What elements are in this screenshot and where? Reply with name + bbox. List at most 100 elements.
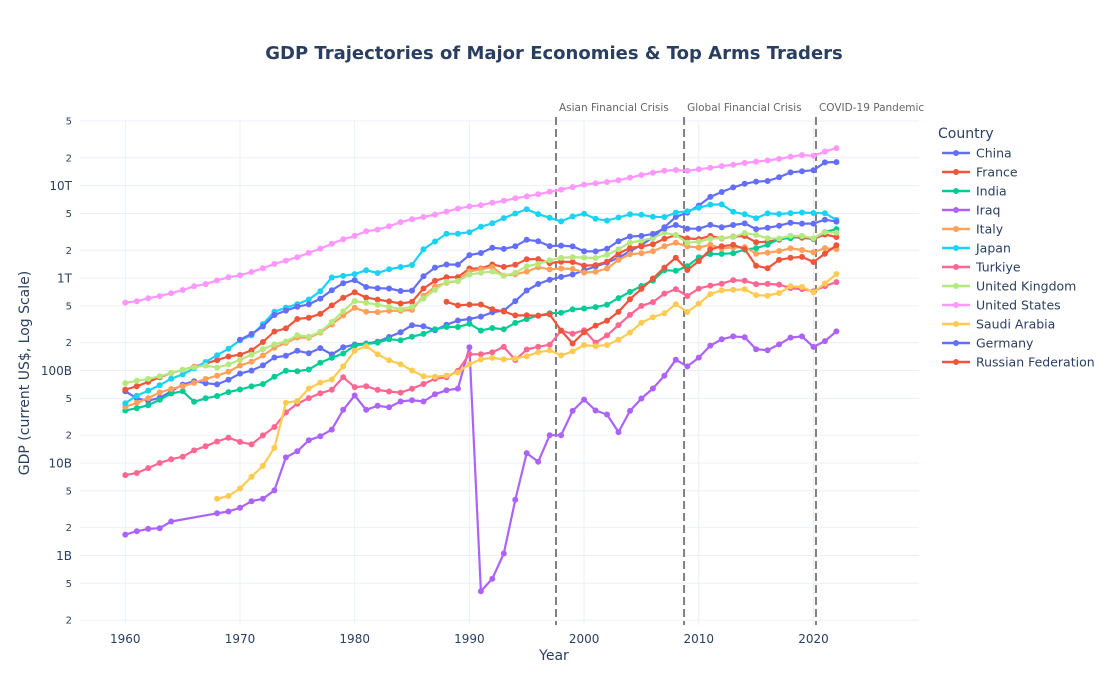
legend-item[interactable]: United Kingdom — [942, 279, 1076, 294]
legend-marker-swatch — [953, 188, 959, 194]
data-point — [638, 395, 645, 402]
data-point — [237, 356, 243, 363]
data-point — [294, 303, 301, 310]
data-point — [328, 302, 335, 309]
legend-item[interactable]: India — [942, 184, 1007, 199]
data-point — [730, 277, 737, 284]
data-point — [477, 202, 484, 209]
data-point — [810, 152, 817, 159]
data-point — [558, 265, 565, 272]
legend-item[interactable]: United States — [942, 298, 1061, 313]
data-point — [374, 386, 381, 393]
data-point — [443, 298, 450, 305]
data-point — [764, 210, 771, 217]
data-point — [420, 330, 427, 337]
y-tick-label: 2 — [66, 246, 72, 257]
legend-item[interactable]: Japan — [942, 241, 1011, 256]
data-point — [581, 305, 588, 312]
data-point — [741, 160, 748, 166]
data-point — [466, 252, 473, 259]
data-point — [753, 215, 760, 222]
data-point — [386, 388, 393, 395]
data-point — [672, 213, 679, 220]
data-point — [225, 361, 232, 368]
data-point — [741, 277, 748, 284]
data-point — [363, 406, 370, 413]
data-point — [569, 330, 576, 337]
data-point — [672, 239, 679, 246]
y-tick-label: 5 — [66, 486, 72, 497]
data-point — [305, 249, 312, 256]
data-point — [179, 383, 186, 390]
data-point — [649, 385, 656, 392]
data-point — [707, 201, 714, 208]
legend-item[interactable]: Saudi Arabia — [942, 317, 1055, 332]
data-point — [477, 301, 484, 308]
data-point — [638, 250, 645, 257]
data-point — [282, 399, 289, 406]
data-point — [615, 322, 622, 329]
data-point — [627, 244, 633, 251]
data-point — [397, 361, 404, 368]
data-point — [214, 277, 221, 284]
data-point — [409, 303, 415, 310]
legend-item[interactable]: Russian Federation — [942, 355, 1095, 370]
x-axis-title: Year — [538, 648, 569, 664]
data-point — [500, 215, 507, 222]
data-point — [718, 336, 725, 343]
data-point — [409, 385, 415, 392]
data-point — [248, 473, 255, 480]
data-point — [753, 250, 760, 257]
data-point — [718, 163, 725, 170]
data-point — [489, 325, 496, 331]
legend-item[interactable]: France — [942, 165, 1018, 180]
data-point — [535, 238, 542, 245]
data-point — [604, 217, 610, 224]
data-point — [409, 262, 415, 268]
data-point — [443, 208, 450, 215]
data-point — [282, 367, 289, 374]
data-point — [753, 281, 760, 288]
data-point — [707, 291, 714, 298]
data-point — [202, 376, 209, 382]
data-point — [799, 209, 805, 216]
data-point — [787, 219, 794, 226]
data-point — [420, 323, 427, 330]
data-point — [156, 293, 163, 300]
data-point — [191, 379, 198, 386]
data-point — [374, 309, 381, 316]
data-point — [259, 323, 266, 330]
legend-item[interactable]: China — [942, 146, 1012, 161]
data-point — [558, 273, 565, 280]
data-point — [810, 235, 817, 242]
data-point — [684, 293, 691, 299]
data-point — [259, 339, 266, 345]
data-point — [581, 269, 588, 276]
data-point — [821, 338, 828, 345]
y-tick-label: 2 — [66, 431, 72, 442]
data-point — [672, 254, 679, 261]
legend-item[interactable]: Germany — [942, 336, 1034, 351]
legend-item[interactable]: Italy — [942, 222, 1004, 237]
series-china — [122, 159, 840, 404]
data-point — [363, 343, 370, 350]
data-point — [386, 298, 393, 305]
legend-item[interactable]: Turkiye — [942, 260, 1021, 275]
data-point — [489, 244, 496, 251]
data-point — [214, 381, 221, 388]
data-point — [569, 407, 576, 414]
data-point — [259, 362, 266, 369]
legend-label: Russian Federation — [976, 355, 1095, 370]
data-point — [214, 357, 221, 364]
data-point — [248, 441, 255, 448]
data-point — [225, 434, 232, 441]
data-point — [351, 289, 358, 296]
data-point — [477, 313, 484, 320]
data-point — [604, 245, 610, 252]
data-point — [489, 349, 496, 356]
data-point — [489, 268, 496, 275]
data-point — [764, 241, 771, 248]
data-point — [340, 280, 347, 287]
legend-item[interactable]: Iraq — [942, 203, 1000, 218]
data-point — [707, 342, 714, 349]
